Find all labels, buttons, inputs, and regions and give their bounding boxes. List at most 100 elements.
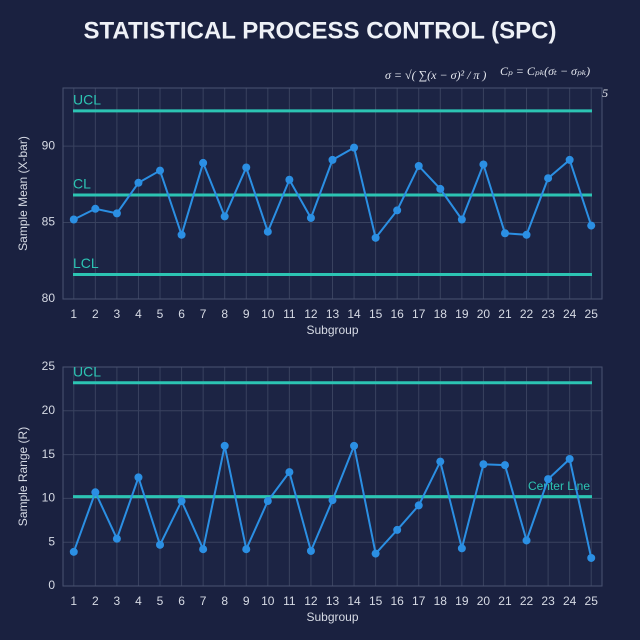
data-point — [91, 204, 100, 213]
data-point — [263, 227, 272, 236]
y-axis-label: Sample Mean (X-bar) — [16, 136, 30, 251]
data-point — [91, 488, 100, 497]
data-point — [306, 213, 315, 222]
x-tick-label: 19 — [455, 307, 469, 321]
plot-frame — [62, 366, 603, 587]
x-tick-label: 18 — [434, 307, 448, 321]
data-point — [242, 163, 251, 172]
reference-label: Center Line — [528, 479, 590, 493]
y-axis-label: Sample Range (R) — [16, 427, 30, 526]
reference-label: UCL — [73, 92, 101, 108]
x-tick-label: 10 — [261, 594, 275, 608]
data-point — [436, 457, 445, 466]
x-tick-label: 25 — [585, 307, 599, 321]
data-point — [69, 215, 78, 224]
x-tick-label: 11 — [283, 307, 296, 321]
data-point — [306, 546, 315, 555]
x-tick-label: 24 — [563, 594, 577, 608]
data-point — [393, 206, 402, 215]
data-point — [522, 536, 531, 545]
page-title: STATISTICAL PROCESS CONTROL (SPC) — [84, 17, 557, 44]
data-point — [220, 441, 229, 450]
x-tick-label: 23 — [541, 307, 555, 321]
formula: Cₚ = Cₚₖ(σₜ − σₚₖ) — [500, 64, 590, 78]
x-tick-label: 21 — [498, 594, 512, 608]
data-point — [587, 221, 596, 230]
data-point — [371, 549, 380, 558]
data-point — [328, 496, 337, 505]
x-tick-label: 8 — [221, 307, 228, 321]
plot-frame — [62, 87, 603, 300]
x-tick-label: 1 — [70, 594, 77, 608]
data-point — [69, 547, 78, 556]
x-tick-label: 20 — [477, 307, 491, 321]
x-tick-label: 25 — [585, 594, 599, 608]
data-point — [544, 174, 553, 183]
x-axis-label: Subgroup — [306, 610, 358, 624]
x-tick-label: 23 — [541, 594, 555, 608]
x-tick-label: 12 — [304, 594, 318, 608]
data-point — [134, 473, 143, 482]
data-point — [565, 155, 574, 164]
reference-label: UCL — [73, 363, 101, 379]
x-tick-label: 3 — [114, 594, 121, 608]
x-tick-label: 15 — [369, 307, 383, 321]
x-tick-label: 15 — [369, 594, 383, 608]
data-point — [393, 525, 402, 534]
data-point — [436, 184, 445, 193]
data-point — [350, 143, 359, 152]
y-tick-label: 15 — [42, 447, 56, 461]
x-tick-label: 7 — [200, 307, 207, 321]
data-point — [134, 178, 143, 187]
data-point — [263, 497, 272, 506]
data-point — [544, 475, 553, 484]
x-tick-label: 13 — [326, 307, 340, 321]
data-point — [285, 468, 294, 477]
data-point — [414, 161, 423, 170]
x-tick-label: 14 — [347, 594, 361, 608]
y-tick-label: 10 — [42, 491, 56, 505]
data-point — [242, 545, 251, 554]
data-point — [414, 501, 423, 510]
x-tick-label: 1 — [70, 307, 77, 321]
data-point — [177, 230, 186, 239]
data-point — [156, 540, 165, 549]
y-tick-label: 80 — [42, 291, 56, 305]
x-tick-label: 5 — [157, 307, 164, 321]
data-point — [457, 544, 466, 553]
x-tick-label: 18 — [434, 594, 448, 608]
x-tick-label: 21 — [498, 307, 512, 321]
data-point — [112, 534, 121, 543]
x-tick-label: 4 — [135, 307, 142, 321]
x-tick-label: 2 — [92, 594, 99, 608]
data-point — [479, 160, 488, 169]
data-point — [500, 461, 509, 470]
x-tick-label: 22 — [520, 594, 534, 608]
x-tick-label: 16 — [391, 594, 405, 608]
formula: σ = √( ∑(x − σ)² / π ) — [385, 68, 486, 82]
x-tick-label: 5 — [157, 594, 164, 608]
reference-label: LCL — [73, 255, 99, 271]
data-point — [500, 229, 509, 238]
data-point — [199, 158, 208, 167]
x-tick-label: 11 — [283, 594, 296, 608]
x-tick-label: 20 — [477, 594, 491, 608]
x-tick-label: 9 — [243, 594, 250, 608]
x-tick-label: 17 — [412, 307, 426, 321]
data-point — [522, 230, 531, 239]
data-point — [220, 212, 229, 221]
x-axis-label: Subgroup — [306, 323, 358, 337]
data-point — [199, 545, 208, 554]
data-point — [565, 454, 574, 463]
x-tick-label: 17 — [412, 594, 426, 608]
x-tick-label: 6 — [178, 594, 185, 608]
data-point — [371, 233, 380, 242]
data-point — [177, 497, 186, 506]
x-tick-label: 10 — [261, 307, 275, 321]
x-tick-label: 3 — [114, 307, 121, 321]
x-tick-label: 7 — [200, 594, 207, 608]
x-tick-label: 16 — [391, 307, 405, 321]
y-tick-label: 20 — [42, 403, 56, 417]
x-tick-label: 8 — [221, 594, 228, 608]
